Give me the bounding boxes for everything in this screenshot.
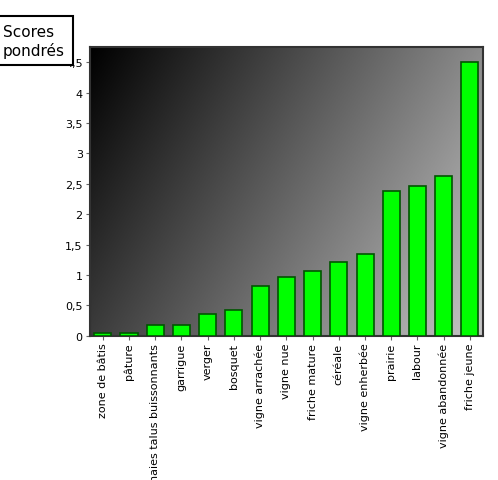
Bar [409, 186, 426, 336]
Bar [278, 277, 295, 336]
Bar [173, 326, 190, 336]
Bar [435, 177, 452, 336]
Bar [251, 286, 268, 336]
Bar [462, 63, 479, 336]
Bar [383, 192, 400, 336]
Bar [199, 315, 216, 336]
Bar [94, 333, 111, 336]
Bar [383, 192, 400, 336]
Bar [226, 311, 243, 336]
Bar [330, 262, 347, 336]
Bar [199, 315, 216, 336]
Bar [304, 271, 321, 336]
Bar [462, 63, 479, 336]
Bar [173, 326, 190, 336]
Bar [226, 311, 243, 336]
Bar [121, 334, 137, 336]
Bar [330, 262, 347, 336]
Bar [94, 333, 111, 336]
Bar [147, 325, 164, 336]
Bar [357, 254, 374, 336]
Bar [409, 186, 426, 336]
Bar [304, 271, 321, 336]
Bar [435, 177, 452, 336]
Text: Scores
pondrés: Scores pondrés [3, 25, 65, 59]
Bar [121, 334, 137, 336]
Bar [357, 254, 374, 336]
Bar [147, 325, 164, 336]
Bar [251, 286, 268, 336]
Bar [278, 277, 295, 336]
